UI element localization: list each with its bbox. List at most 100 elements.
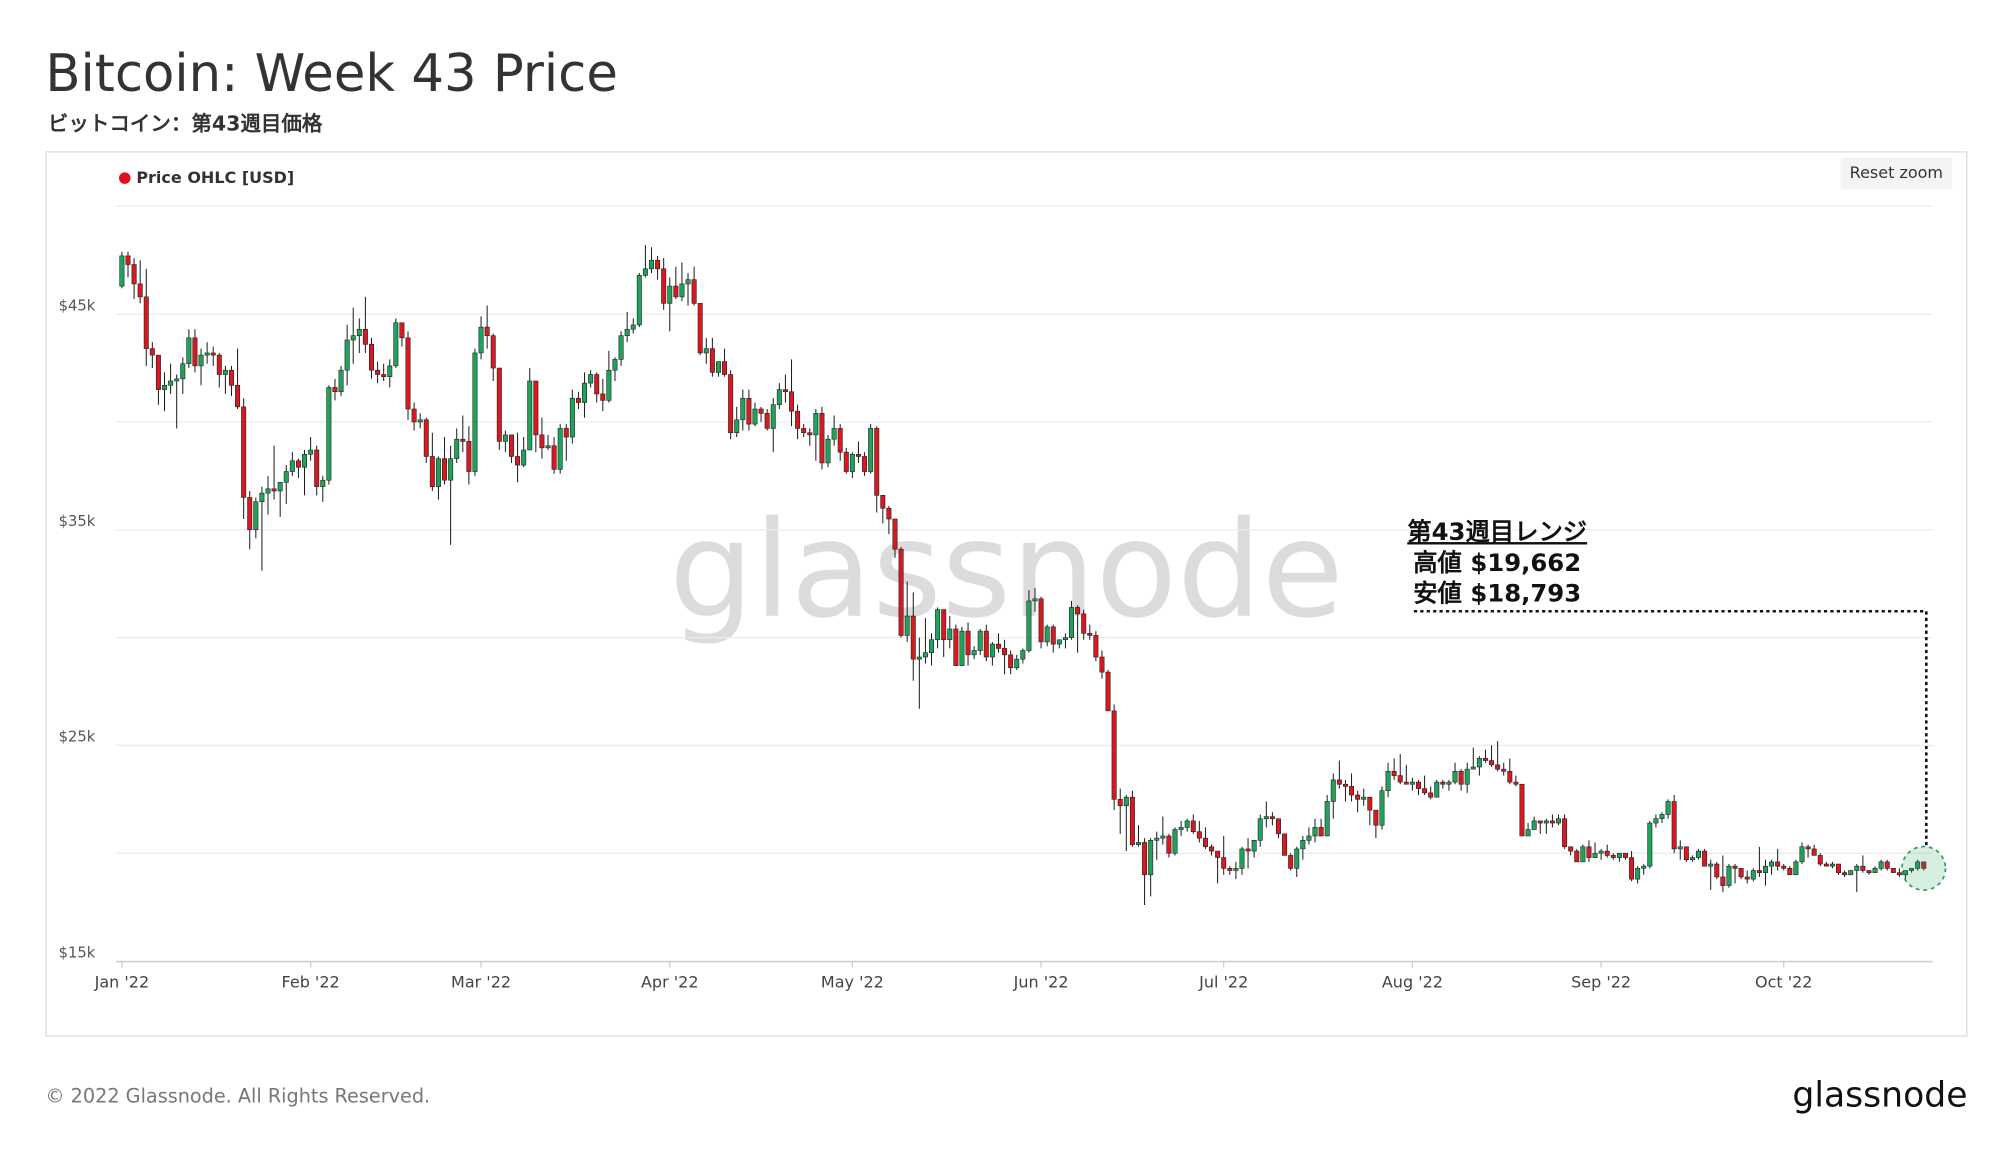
candle-body [618,335,624,360]
candle-body [423,419,429,457]
candle-body [125,255,131,265]
candle-body [393,322,399,367]
candle-body [1227,868,1233,871]
candle-body [1531,820,1537,830]
candle-body [362,328,368,345]
y-tick-label: $15k [59,944,96,961]
candle-body [1367,796,1373,811]
candle-body [174,378,180,382]
candle-body [722,361,728,375]
candle-body [1361,796,1367,800]
reset-zoom-label[interactable]: Reset zoom [1850,163,1943,182]
candle-body [776,389,782,405]
reset-zoom-box[interactable] [1840,157,1953,190]
candle-body [1446,781,1452,785]
candle-body [539,434,545,449]
candle-body [1866,870,1872,873]
candle-body [977,630,983,651]
candle-body [356,328,362,336]
candle-body [953,628,959,666]
candle-body [484,326,490,336]
candle-body [697,303,703,354]
candle-body [1860,865,1866,871]
candle-body [569,397,575,438]
candle-body [1215,850,1221,858]
candle-body [1002,648,1008,656]
candle-body [168,380,174,386]
candle-body [1842,872,1848,876]
candle-body [308,449,314,455]
candle-body [843,451,849,472]
candle-body [1817,855,1823,865]
candle-body [1391,771,1397,776]
x-tick-label: Feb '22 [282,972,340,991]
candle-body [1921,861,1927,869]
candle-body [1616,852,1622,858]
x-tick-label: Jan '22 [94,972,150,991]
reset-zoom-button[interactable]: Reset zoom [1840,157,1953,190]
candle-body [155,354,161,390]
candle-body [880,494,886,509]
candle-body [1799,846,1805,863]
candle-body [1586,846,1592,858]
candle-body [435,458,441,487]
candle-body [131,264,137,285]
candle-body [1915,861,1921,869]
candle-body [691,279,697,304]
candle-body [1312,827,1318,837]
candle-body [989,643,995,658]
candle-body [1428,792,1434,798]
candle-body [1355,794,1361,800]
candle-body [1598,850,1604,854]
candle-body [320,479,326,487]
candle-body [1385,771,1391,791]
annotation-line: 高値 $19,662 [1413,548,1581,577]
candle-body [1416,781,1421,789]
candle-body [1708,863,1714,867]
candle-body [1233,868,1239,871]
candle-body [1629,857,1635,880]
candle-body [1422,788,1428,794]
candle-body [600,393,606,401]
chart-subtitle: ビットコイン：第43週目価格 [48,111,323,135]
candle-body [1610,855,1616,858]
x-tick-label: Oct '22 [1755,972,1813,991]
candle-body [1178,827,1184,830]
candle-body [448,458,454,481]
candle-body [740,397,746,421]
candle-body [490,335,496,369]
candle-body [338,369,344,393]
candle-body [868,428,874,472]
candle-body [941,609,947,641]
candle-body [1513,781,1519,785]
candle-body [326,387,332,481]
candle-body [1562,818,1568,848]
plot-frame [45,151,1968,1037]
candle-body [1154,837,1160,841]
candle-body [1482,758,1488,761]
candle-body [1659,814,1665,820]
candle-body [916,656,922,660]
candle-body [417,419,423,423]
candle-body [344,339,350,371]
candle-body [667,285,673,304]
candle-body [460,438,466,442]
candle-body [1440,781,1446,785]
candle-body [186,337,192,365]
candle-body [971,650,977,656]
candle-body [509,434,514,457]
candle-body [624,328,630,336]
candle-body [1117,799,1123,807]
x-tick-label: Mar '22 [451,972,511,991]
candle-body [1878,861,1884,869]
candle-body [819,413,825,464]
candle-body [1574,850,1580,863]
candle-body [1099,656,1105,673]
candle-body [1148,840,1154,876]
candle-body [1075,607,1081,615]
logo: glassnode [1792,1075,1967,1115]
candle-body [807,432,813,436]
candle-body [770,404,776,429]
candle-body [1501,768,1507,772]
candle-body [1671,801,1677,850]
